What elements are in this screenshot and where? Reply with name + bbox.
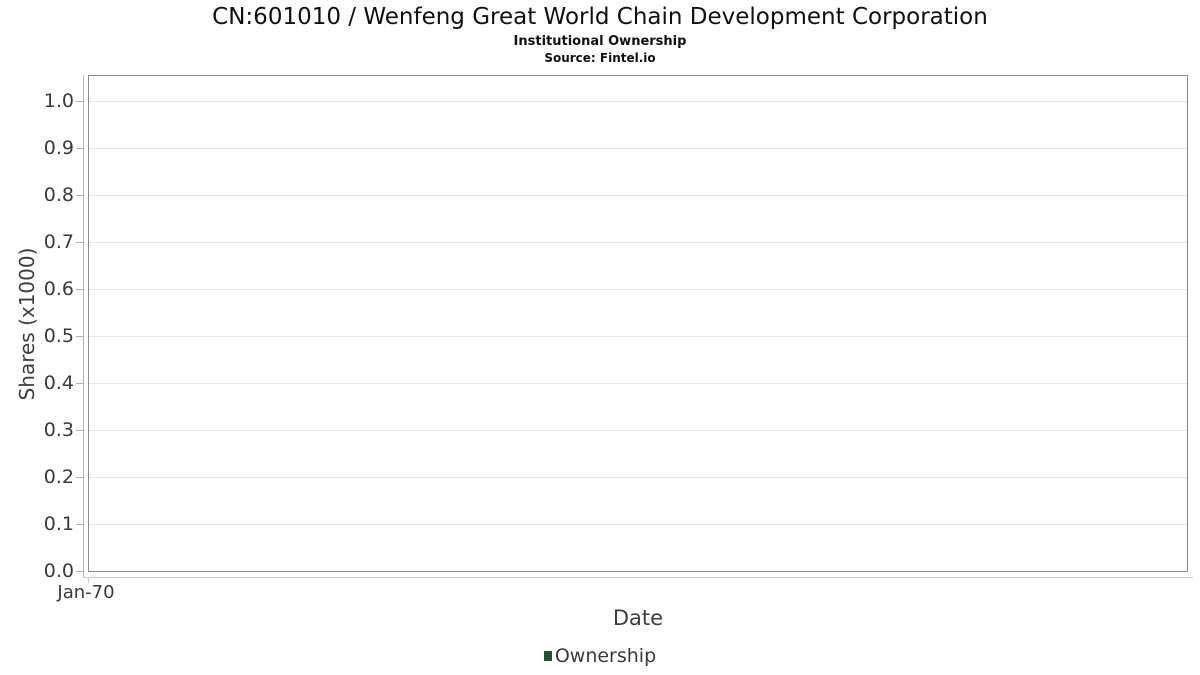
y-tick-mark: [76, 571, 83, 572]
gridline: [89, 430, 1187, 431]
chart-subtitle: Institutional Ownership: [513, 34, 687, 49]
y-tick-mark: [76, 430, 83, 431]
chart-title: CN:601010 / Wenfeng Great World Chain De…: [212, 4, 988, 30]
y-tick-mark: [76, 242, 83, 243]
legend: Ownership: [0, 645, 1200, 667]
y-tick-label: 1.0: [43, 90, 74, 112]
gridline: [89, 383, 1187, 384]
legend-swatch-icon: [543, 651, 552, 661]
gridline: [89, 148, 1187, 149]
gridline: [89, 289, 1187, 290]
y-tick-mark: [76, 195, 83, 196]
y-axis-title: Shares (x1000): [15, 247, 39, 401]
gridline: [89, 524, 1187, 525]
gridline: [89, 195, 1187, 196]
y-tick-mark: [76, 289, 83, 290]
gridline: [89, 477, 1187, 478]
y-tick-mark: [76, 101, 83, 102]
y-tick-label: 0.9: [43, 137, 74, 159]
x-axis-title: Date: [612, 606, 664, 630]
y-tick-mark: [76, 383, 83, 384]
chart-source-label: Source: Fintel.io: [544, 51, 656, 65]
gridline: [89, 242, 1187, 243]
x-tick-label: Jan-70: [57, 582, 115, 603]
y-tick-label: 0.1: [43, 513, 74, 535]
y-tick-label: 0.3: [43, 419, 74, 441]
y-tick-mark: [76, 477, 83, 478]
y-tick-label: 0.2: [43, 466, 74, 488]
y-axis-line: [83, 75, 84, 577]
gridline: [89, 101, 1187, 102]
y-tick-label: 0.0: [43, 560, 74, 582]
gridline: [89, 336, 1187, 337]
legend-label: Ownership: [554, 645, 657, 667]
y-tick-mark: [76, 524, 83, 525]
y-tick-mark: [76, 148, 83, 149]
legend-entry: Ownership: [543, 645, 657, 667]
y-tick-label: 0.8: [43, 184, 74, 206]
plot-area: [88, 75, 1188, 572]
x-axis-line: [83, 577, 1193, 578]
y-tick-mark: [76, 336, 83, 337]
